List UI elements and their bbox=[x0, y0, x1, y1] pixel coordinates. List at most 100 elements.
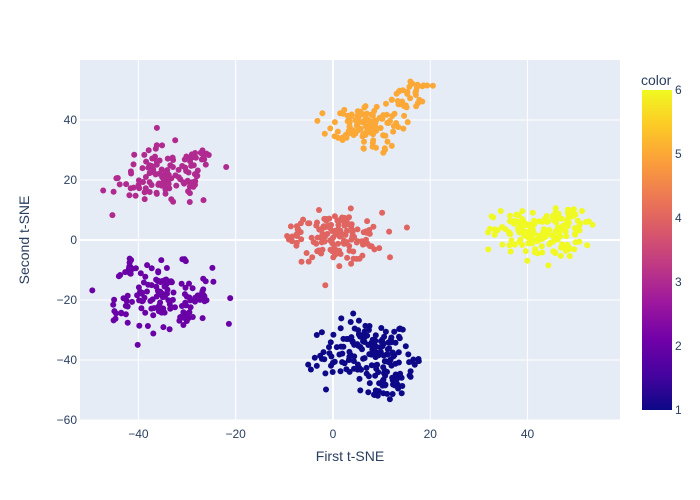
scatter-point bbox=[124, 319, 131, 326]
scatter-point bbox=[128, 257, 135, 263]
scatter-point bbox=[373, 144, 379, 151]
scatter-point bbox=[334, 230, 341, 237]
scatter-point bbox=[507, 212, 514, 219]
scatter-point bbox=[355, 317, 362, 324]
scatter-point bbox=[344, 118, 351, 125]
scatter-point bbox=[379, 209, 386, 216]
scatter-point bbox=[562, 247, 569, 254]
scatter-point bbox=[391, 352, 398, 359]
scatter-point bbox=[382, 328, 389, 335]
scatter-point bbox=[429, 82, 436, 89]
scatter-point bbox=[192, 178, 199, 185]
scatter-point bbox=[424, 82, 431, 89]
scatter-point bbox=[186, 179, 193, 186]
scatter-point bbox=[527, 231, 534, 238]
scatter-point bbox=[180, 322, 187, 328]
scatter-point bbox=[326, 344, 332, 351]
scatter-point bbox=[392, 339, 399, 346]
scatter-point bbox=[550, 212, 557, 219]
scatter-point bbox=[346, 348, 353, 355]
scatter-point bbox=[339, 359, 346, 366]
scatter-point bbox=[185, 169, 192, 176]
y-tick-label: −60 bbox=[57, 413, 78, 427]
scatter-point bbox=[384, 119, 391, 126]
scatter-point bbox=[163, 170, 170, 177]
scatter-point bbox=[139, 165, 146, 172]
scatter-point bbox=[415, 356, 422, 362]
y-tick-labels: −60 −40 −20 0 20 40 bbox=[57, 113, 78, 427]
scatter-point bbox=[323, 217, 330, 224]
scatter-point bbox=[347, 319, 354, 325]
scatter-point bbox=[118, 309, 125, 316]
scatter-point bbox=[170, 289, 177, 296]
scatter-point bbox=[365, 373, 372, 380]
scatter-point bbox=[356, 375, 363, 382]
scatter-point bbox=[337, 368, 344, 375]
scatter-point bbox=[164, 290, 170, 297]
scatter-point bbox=[552, 250, 559, 257]
scatter-point bbox=[542, 215, 548, 222]
scatter-point bbox=[149, 155, 156, 162]
scatter-point bbox=[345, 128, 352, 134]
y-tick-label: 40 bbox=[64, 113, 78, 127]
scatter-point bbox=[572, 231, 579, 238]
scatter-point bbox=[350, 358, 357, 365]
scatter-point bbox=[146, 189, 153, 195]
scatter-point bbox=[384, 138, 391, 145]
scatter-point bbox=[160, 324, 167, 331]
scatter-point bbox=[550, 233, 557, 239]
scatter-point bbox=[173, 182, 180, 189]
scatter-point bbox=[350, 255, 357, 262]
scatter-point bbox=[186, 190, 193, 197]
scatter-point bbox=[404, 90, 411, 97]
scatter-point bbox=[156, 157, 163, 164]
scatter-point bbox=[187, 158, 194, 165]
scatter-point bbox=[401, 112, 408, 119]
scatter-point bbox=[400, 103, 407, 109]
scatter-point bbox=[351, 341, 358, 348]
scatter-point bbox=[200, 197, 207, 204]
scatter-point bbox=[284, 233, 291, 239]
scatter-point bbox=[371, 340, 378, 347]
scatter-point bbox=[127, 270, 134, 277]
scatter-point bbox=[166, 185, 173, 192]
scatter-point bbox=[344, 254, 351, 261]
scatter-point bbox=[376, 245, 383, 252]
scatter-point bbox=[316, 207, 322, 213]
scatter-point bbox=[360, 145, 367, 152]
scatter-point bbox=[298, 258, 305, 265]
scatter-point bbox=[400, 125, 407, 132]
x-tick-label: −20 bbox=[225, 427, 246, 441]
scatter-point bbox=[395, 101, 402, 108]
y-tick-label: −40 bbox=[57, 353, 78, 367]
scatter-point bbox=[382, 146, 388, 153]
scatter-point bbox=[166, 326, 173, 333]
scatter-point bbox=[308, 234, 315, 241]
scatter-point bbox=[135, 177, 142, 184]
scatter-point bbox=[419, 83, 426, 90]
scatter-point bbox=[388, 96, 395, 103]
colorbar-tick-label: 6 bbox=[675, 83, 682, 97]
scatter-point bbox=[297, 229, 304, 236]
scatter-point bbox=[519, 208, 526, 215]
scatter-point bbox=[202, 161, 209, 168]
scatter-point bbox=[194, 167, 201, 174]
scatter-point bbox=[321, 233, 328, 240]
scatter-point bbox=[311, 354, 318, 361]
scatter-point bbox=[305, 220, 312, 227]
scatter-point bbox=[570, 212, 577, 219]
scatter-point bbox=[314, 234, 321, 241]
colorbar-title: color bbox=[641, 72, 672, 88]
scatter-point bbox=[396, 333, 402, 340]
scatter-point bbox=[305, 258, 312, 265]
scatter-point bbox=[313, 222, 320, 229]
scatter-point bbox=[550, 217, 557, 224]
scatter-point bbox=[534, 250, 541, 257]
scatter-point bbox=[165, 181, 172, 187]
scatter-point bbox=[347, 205, 354, 212]
scatter-point bbox=[388, 142, 395, 149]
scatter-point bbox=[168, 278, 175, 285]
scatter-point bbox=[359, 332, 366, 339]
scatter-point bbox=[190, 183, 197, 190]
scatter-point bbox=[402, 343, 409, 350]
